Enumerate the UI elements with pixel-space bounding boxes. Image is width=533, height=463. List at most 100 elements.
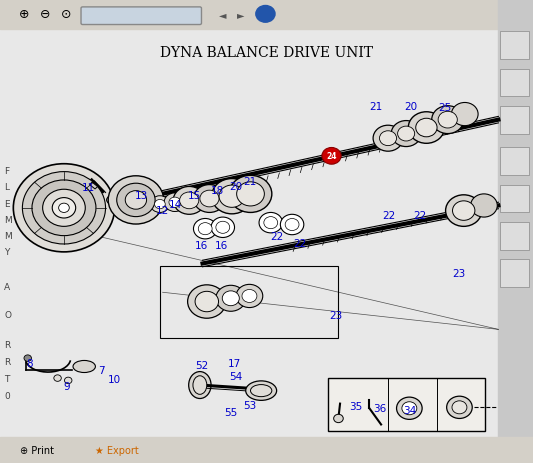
- Text: 25: 25: [439, 102, 451, 113]
- Text: ⊕ Print: ⊕ Print: [20, 445, 54, 455]
- Circle shape: [22, 172, 106, 244]
- Circle shape: [402, 402, 417, 415]
- Text: 21: 21: [243, 176, 256, 187]
- Circle shape: [216, 286, 246, 312]
- Circle shape: [188, 285, 226, 319]
- Text: 54: 54: [230, 371, 243, 381]
- Text: 15: 15: [188, 190, 201, 200]
- Circle shape: [43, 190, 85, 227]
- Circle shape: [193, 219, 217, 239]
- Text: 34: 34: [403, 405, 416, 415]
- Text: 0: 0: [4, 391, 10, 400]
- Ellipse shape: [107, 191, 165, 210]
- Circle shape: [108, 176, 164, 225]
- Text: 36: 36: [374, 403, 386, 413]
- Bar: [500, 259, 529, 287]
- Circle shape: [264, 217, 278, 229]
- Text: 22: 22: [414, 210, 426, 220]
- Circle shape: [180, 193, 199, 209]
- Text: 8: 8: [26, 358, 33, 369]
- Circle shape: [211, 218, 235, 238]
- Circle shape: [155, 200, 165, 209]
- Text: 52: 52: [195, 360, 208, 370]
- Circle shape: [471, 194, 497, 218]
- Text: E: E: [4, 199, 10, 208]
- Text: 24: 24: [326, 152, 337, 161]
- Bar: [0, 438, 533, 463]
- Text: A: A: [4, 282, 10, 292]
- Bar: [500, 148, 529, 176]
- Circle shape: [173, 187, 205, 215]
- Text: F: F: [4, 167, 10, 176]
- Text: 22: 22: [383, 210, 395, 220]
- Circle shape: [322, 148, 341, 165]
- Bar: [160, 266, 338, 338]
- Text: R: R: [4, 357, 11, 367]
- Ellipse shape: [73, 361, 95, 373]
- Circle shape: [117, 184, 155, 217]
- Circle shape: [54, 375, 61, 382]
- Text: 13: 13: [135, 190, 148, 200]
- Text: 16: 16: [195, 240, 208, 250]
- Text: 22: 22: [271, 231, 284, 241]
- Text: ◄: ◄: [219, 10, 226, 20]
- Text: ►: ►: [237, 10, 245, 20]
- Text: ⊙: ⊙: [61, 8, 72, 21]
- Text: 18: 18: [211, 186, 224, 196]
- Bar: [90, 183, 98, 189]
- Circle shape: [212, 179, 252, 214]
- Circle shape: [169, 198, 181, 208]
- Circle shape: [373, 126, 403, 152]
- Circle shape: [150, 196, 169, 213]
- Text: 55: 55: [224, 407, 237, 417]
- Circle shape: [64, 377, 72, 384]
- Text: ★ Export: ★ Export: [95, 445, 139, 455]
- Text: L: L: [4, 183, 9, 192]
- Circle shape: [216, 222, 230, 234]
- Text: 35: 35: [350, 401, 362, 412]
- Circle shape: [242, 290, 257, 303]
- Text: 20: 20: [230, 181, 243, 191]
- Circle shape: [446, 195, 482, 227]
- Text: ⊕: ⊕: [19, 8, 29, 21]
- Text: 14: 14: [169, 200, 182, 210]
- Circle shape: [447, 396, 472, 419]
- Text: 23: 23: [452, 268, 465, 278]
- Bar: [500, 69, 529, 97]
- Circle shape: [193, 185, 225, 213]
- Text: 11: 11: [82, 182, 94, 193]
- Bar: [500, 222, 529, 250]
- Text: 20: 20: [404, 101, 417, 112]
- Circle shape: [438, 112, 457, 129]
- Circle shape: [408, 113, 445, 144]
- Circle shape: [59, 204, 69, 213]
- Text: 9: 9: [63, 382, 70, 392]
- Circle shape: [259, 213, 282, 233]
- Text: ⊖: ⊖: [40, 8, 51, 21]
- Circle shape: [379, 131, 397, 146]
- Circle shape: [32, 181, 96, 236]
- Circle shape: [237, 182, 264, 206]
- Text: 23: 23: [329, 310, 342, 320]
- Text: R: R: [4, 340, 11, 350]
- Text: 21: 21: [369, 101, 382, 112]
- Bar: [328, 378, 485, 432]
- Bar: [500, 32, 529, 60]
- FancyBboxPatch shape: [81, 8, 201, 25]
- Circle shape: [285, 219, 299, 231]
- Bar: [0, 0, 533, 30]
- Text: E1438: E1438: [23, 206, 54, 216]
- Circle shape: [52, 198, 76, 219]
- Text: 53: 53: [243, 400, 256, 410]
- Circle shape: [256, 6, 275, 23]
- Circle shape: [24, 355, 31, 362]
- Ellipse shape: [246, 381, 277, 400]
- Circle shape: [222, 291, 239, 306]
- Circle shape: [453, 201, 475, 221]
- Text: DYNA BALANCE DRIVE UNIT: DYNA BALANCE DRIVE UNIT: [160, 46, 373, 60]
- Text: M: M: [4, 215, 12, 225]
- Text: 12: 12: [156, 206, 169, 216]
- Text: 17: 17: [228, 358, 241, 369]
- Circle shape: [432, 106, 464, 134]
- Text: 10: 10: [108, 375, 121, 385]
